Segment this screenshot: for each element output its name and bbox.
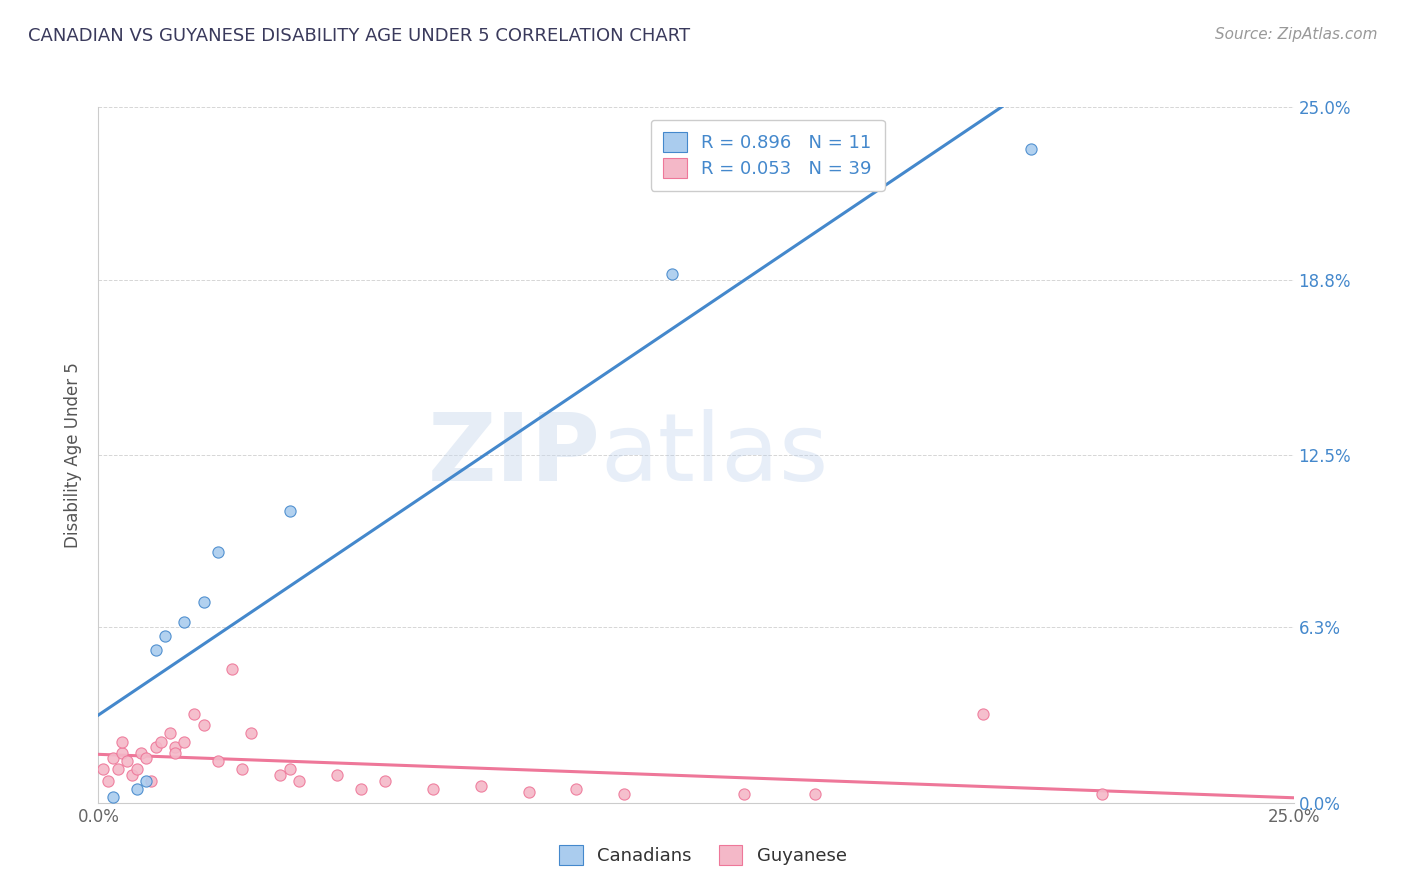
Text: Source: ZipAtlas.com: Source: ZipAtlas.com xyxy=(1215,27,1378,42)
Point xyxy=(163,746,186,760)
Point xyxy=(661,267,683,281)
Point xyxy=(135,773,157,788)
Point xyxy=(115,754,138,768)
Point xyxy=(193,595,215,609)
Point xyxy=(125,781,148,796)
Point xyxy=(107,763,129,777)
Point xyxy=(1019,142,1042,156)
Point xyxy=(221,662,243,676)
Point xyxy=(149,734,172,748)
Point xyxy=(278,503,301,517)
Point xyxy=(565,781,588,796)
Point xyxy=(139,773,162,788)
Point xyxy=(517,785,540,799)
Point xyxy=(125,763,148,777)
Point xyxy=(972,706,994,721)
Legend: R = 0.896   N = 11, R = 0.053   N = 39: R = 0.896 N = 11, R = 0.053 N = 39 xyxy=(651,120,884,191)
Point xyxy=(193,718,215,732)
Text: atlas: atlas xyxy=(600,409,828,501)
Point xyxy=(183,706,205,721)
Point xyxy=(1091,788,1114,802)
Legend: Canadians, Guyanese: Canadians, Guyanese xyxy=(550,836,856,874)
Point xyxy=(145,642,167,657)
Point xyxy=(269,768,291,782)
Point xyxy=(470,779,492,793)
Point xyxy=(326,768,349,782)
Point xyxy=(350,781,373,796)
Point xyxy=(613,788,636,802)
Text: CANADIAN VS GUYANESE DISABILITY AGE UNDER 5 CORRELATION CHART: CANADIAN VS GUYANESE DISABILITY AGE UNDE… xyxy=(28,27,690,45)
Point xyxy=(101,790,124,805)
Point xyxy=(173,734,195,748)
Point xyxy=(422,781,444,796)
Point xyxy=(97,773,120,788)
Point xyxy=(145,740,167,755)
Point xyxy=(804,788,827,802)
Point xyxy=(240,726,263,740)
Point xyxy=(111,746,134,760)
Point xyxy=(207,754,229,768)
Text: ZIP: ZIP xyxy=(427,409,600,501)
Point xyxy=(135,751,157,765)
Point xyxy=(374,773,396,788)
Point xyxy=(155,629,177,643)
Point xyxy=(111,734,134,748)
Point xyxy=(101,751,124,765)
Point xyxy=(231,763,253,777)
Point xyxy=(163,740,186,755)
Y-axis label: Disability Age Under 5: Disability Age Under 5 xyxy=(65,362,83,548)
Point xyxy=(91,763,114,777)
Point xyxy=(288,773,311,788)
Point xyxy=(131,746,153,760)
Point xyxy=(159,726,181,740)
Point xyxy=(173,615,195,629)
Point xyxy=(121,768,143,782)
Point xyxy=(733,788,755,802)
Point xyxy=(278,763,301,777)
Point xyxy=(207,545,229,559)
